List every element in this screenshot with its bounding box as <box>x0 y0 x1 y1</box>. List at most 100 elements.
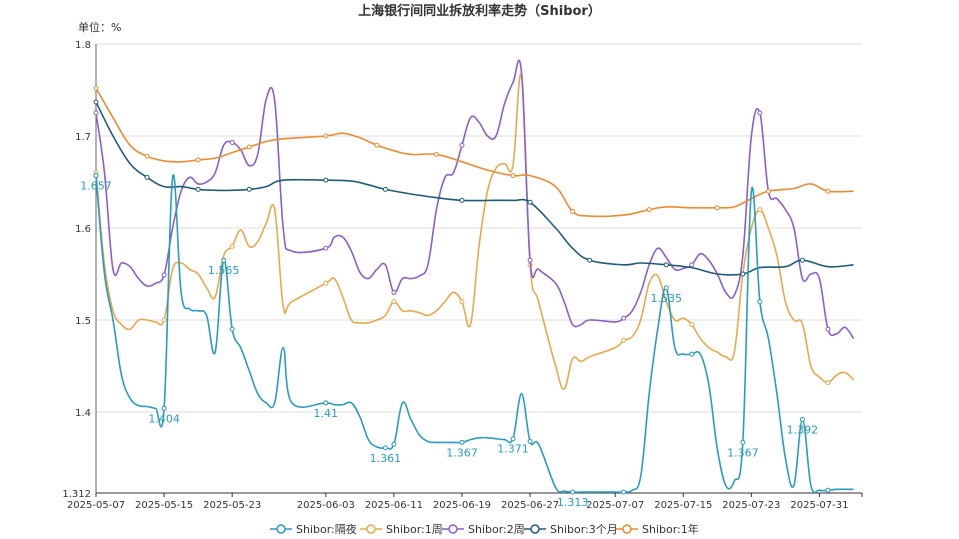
data-point <box>229 326 235 332</box>
y-tick-label: 1.6 <box>75 224 91 235</box>
data-point <box>323 245 329 251</box>
legend-marker <box>276 524 286 534</box>
x-tick-label: 2025-07-23 <box>722 500 780 511</box>
series-line <box>95 87 854 218</box>
data-point <box>161 317 167 323</box>
data-point <box>825 188 831 194</box>
data-label: 1.371 <box>497 443 529 456</box>
y-tick-label: 1.5 <box>75 316 91 327</box>
data-point <box>689 322 695 328</box>
data-label: 1.41 <box>314 407 339 420</box>
data-point <box>646 207 652 213</box>
data-label: 1.404 <box>148 412 180 425</box>
data-label: 1.367 <box>446 446 478 459</box>
series-line <box>95 174 854 494</box>
data-point <box>621 315 627 321</box>
data-point <box>195 157 201 163</box>
x-axis: 2025-05-07 2025-05-15 2025-05-23 2025-06-03… <box>67 492 863 511</box>
data-point <box>391 441 397 447</box>
data-point <box>246 144 252 150</box>
data-point <box>382 445 388 451</box>
data-point <box>93 99 99 105</box>
legend-item[interactable]: Shibor:2周 <box>442 523 525 536</box>
legend-item[interactable]: Shibor:1年 <box>616 522 699 536</box>
data-point <box>527 257 533 263</box>
data-point <box>323 280 329 286</box>
data-point <box>765 188 771 194</box>
data-label: 1.367 <box>727 446 759 459</box>
legend-label: Shibor:1年 <box>642 522 699 536</box>
data-point <box>144 153 150 159</box>
data-label: 1.361 <box>370 452 402 465</box>
data-point <box>510 436 516 442</box>
unit-label: 单位：% <box>78 20 121 34</box>
y-tick-label: 1.312 <box>62 489 91 500</box>
data-point <box>459 197 465 203</box>
series-3 <box>93 99 854 277</box>
data-point <box>144 174 150 180</box>
data-point <box>323 133 329 139</box>
data-point <box>527 438 533 444</box>
series-0: 1.657 1.404 1.565 1.41 1.361 1.367 1.371 1.313 1… <box>80 173 854 509</box>
data-point <box>714 205 720 211</box>
series-lines: 1.657 1.404 1.565 1.41 1.361 1.367 1.371 1.313 1… <box>80 59 855 509</box>
data-point <box>93 110 99 116</box>
data-point <box>663 262 669 268</box>
series-1 <box>93 73 855 390</box>
data-point <box>323 177 329 183</box>
legend-marker <box>366 524 376 534</box>
chart-title: 上海银行间同业拆放利率走势（Shibor） <box>358 3 601 19</box>
data-point <box>229 243 235 249</box>
data-point <box>689 351 695 357</box>
data-point <box>229 139 235 145</box>
legend-label: Shibor:2周 <box>468 523 525 536</box>
data-point <box>825 326 831 332</box>
y-tick-label: 1.7 <box>75 132 91 143</box>
legend-item[interactable]: Shibor:3个月 <box>524 523 618 536</box>
data-point <box>663 285 669 291</box>
data-point <box>374 142 380 148</box>
legend-item[interactable]: Shibor:1周 <box>360 523 443 536</box>
data-point <box>799 257 805 263</box>
x-tick-label: 2025-06-03 <box>297 500 355 511</box>
data-point <box>570 208 576 214</box>
data-point <box>161 405 167 411</box>
data-point <box>93 85 99 91</box>
x-tick-label: 2025-06-27 <box>501 500 559 511</box>
x-tick-label: 2025-07-31 <box>790 500 848 511</box>
data-point <box>570 489 576 495</box>
data-point <box>246 186 252 192</box>
series-2 <box>93 59 855 339</box>
data-point <box>323 400 329 406</box>
data-label: 1.313 <box>557 496 589 509</box>
data-point <box>382 186 388 192</box>
legend[interactable]: Shibor:隔夜 Shibor:1周 Shibor:2周 Shibor:3个月 Shi… <box>270 522 699 536</box>
data-point <box>757 299 763 305</box>
data-point <box>510 173 516 179</box>
data-point <box>93 173 99 179</box>
data-label: 1.535 <box>650 292 682 305</box>
data-point <box>825 380 831 386</box>
data-point <box>757 207 763 213</box>
y-tick-label: 1.4 <box>75 408 91 419</box>
data-point <box>221 257 227 263</box>
legend-marker <box>622 524 632 534</box>
x-tick-label: 2025-05-23 <box>203 500 261 511</box>
data-point <box>195 186 201 192</box>
data-point <box>689 262 695 268</box>
x-tick-label: 2025-06-11 <box>365 500 423 511</box>
data-point <box>459 299 465 305</box>
legend-label: Shibor:3个月 <box>550 523 618 536</box>
x-tick-label: 2025-05-07 <box>67 500 125 511</box>
data-point <box>459 142 465 148</box>
data-point <box>621 489 627 495</box>
legend-item[interactable]: Shibor:隔夜 <box>270 522 357 536</box>
legend-marker <box>530 524 540 534</box>
legend-label: Shibor:1周 <box>386 523 443 536</box>
data-point <box>799 416 805 422</box>
x-tick-label: 2025-07-07 <box>586 500 644 511</box>
data-point <box>161 272 167 278</box>
legend-label: Shibor:隔夜 <box>296 522 357 536</box>
data-point <box>587 257 593 263</box>
